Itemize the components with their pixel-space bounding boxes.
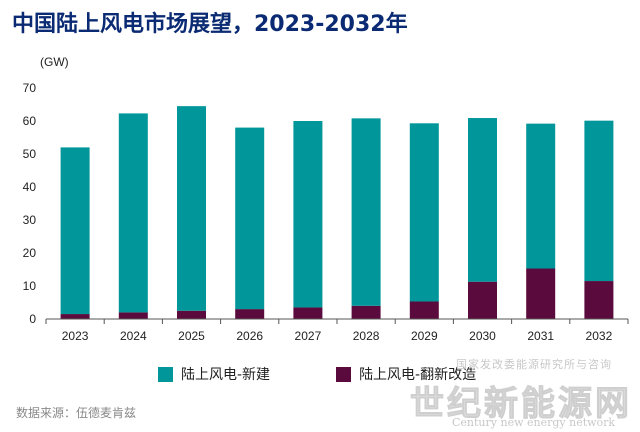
x-tick-label-2026: 2026: [236, 329, 263, 343]
bar-new-build-2031: [526, 123, 556, 269]
x-tick-label-2025: 2025: [178, 329, 205, 343]
bar-repowering-2023: [60, 314, 90, 319]
bar-new-build-2028: [351, 118, 381, 306]
bar-repowering-2032: [584, 281, 614, 319]
bar-repowering-2025: [177, 310, 206, 319]
bar-new-build-2027: [293, 121, 323, 308]
chart-title: 中国陆上风电市场展望，2023-2032年: [12, 12, 408, 37]
watermark-english: Century new energy network: [452, 416, 616, 429]
y-tick-label-20: 20: [23, 246, 37, 260]
legend-label-new-build: 陆上风电-新建: [181, 367, 271, 383]
legend-swatch-repowering: [336, 366, 352, 382]
bar-new-build-2025: [177, 106, 206, 311]
watermark-line-1: 国家发改委能源研究所与咨询: [456, 358, 612, 371]
bar-new-build-2029: [409, 123, 439, 302]
y-tick-label-10: 10: [23, 279, 37, 293]
y-tick-label-60: 60: [23, 114, 37, 128]
bar-new-build-2032: [584, 120, 614, 282]
bar-repowering-2030: [468, 281, 497, 319]
y-tick-label-70: 70: [23, 81, 37, 95]
x-tick-label-2023: 2023: [62, 329, 89, 343]
x-tick-label-2027: 2027: [295, 329, 322, 343]
source-note: 数据来源：伍德麦肯兹: [16, 406, 137, 420]
y-tick-label-30: 30: [23, 213, 37, 227]
bar-repowering-2026: [235, 309, 265, 319]
bar-repowering-2029: [409, 301, 439, 319]
x-tick-label-2030: 2030: [469, 329, 496, 343]
bar-repowering-2024: [118, 312, 148, 319]
y-tick-label-40: 40: [23, 180, 37, 194]
legend-item-new-build: 陆上风电-新建: [158, 364, 270, 384]
legend-swatch-new-build: [158, 366, 173, 382]
bar-repowering-2027: [293, 307, 323, 319]
bar-new-build-2024: [118, 113, 148, 313]
x-tick-label-2024: 2024: [120, 329, 147, 343]
x-tick-label-2031: 2031: [527, 329, 554, 343]
legend-item-repowering: 陆上风电-翻新改造: [336, 364, 476, 384]
legend-label-repowering: 陆上风电-翻新改造: [359, 367, 477, 383]
bar-new-build-2026: [235, 127, 265, 310]
bar-repowering-2031: [526, 268, 556, 319]
watermark-logo-text: 世纪新能源网: [410, 384, 632, 425]
x-tick-label-2028: 2028: [353, 329, 380, 343]
y-tick-label-0: 0: [29, 312, 36, 326]
x-tick-label-2032: 2032: [586, 329, 613, 343]
legend: 陆上风电-新建 陆上风电-翻新改造: [158, 364, 476, 384]
bar-repowering-2028: [351, 305, 381, 319]
y-axis-unit-label: (GW): [40, 55, 69, 69]
x-tick-label-2029: 2029: [411, 329, 438, 343]
bar-new-build-2030: [468, 118, 497, 282]
y-tick-label-50: 50: [23, 147, 37, 161]
bar-new-build-2023: [60, 147, 90, 315]
